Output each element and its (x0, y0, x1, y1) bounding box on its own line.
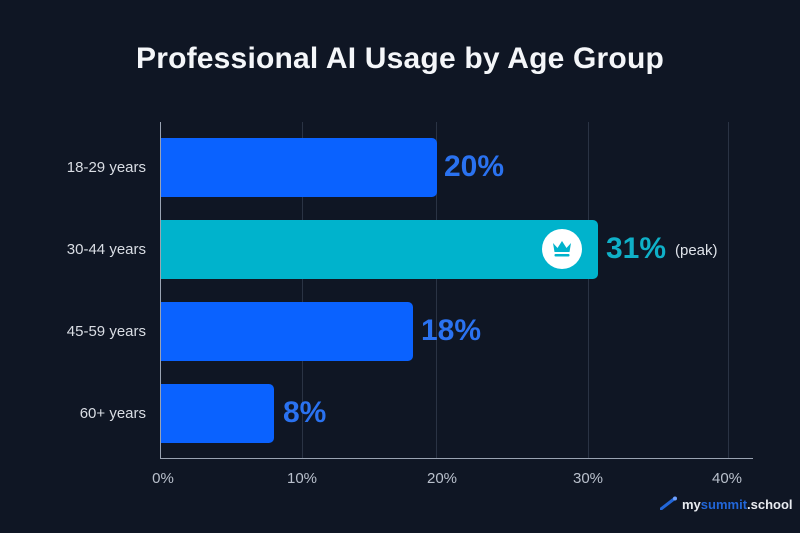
x-tick-label: 0% (152, 470, 174, 487)
gridline-40 (728, 122, 729, 458)
bar-45-59 (161, 302, 413, 361)
brand-logo: mysummit.school (659, 496, 793, 513)
peak-annotation: (peak) (675, 242, 718, 259)
value-label: 8% (283, 396, 327, 429)
x-tick-label: 20% (426, 470, 458, 487)
category-label: 60+ years (79, 405, 146, 422)
x-tick-label: 30% (572, 470, 604, 487)
category-label: 45-59 years (66, 323, 146, 340)
category-label: 18-29 years (66, 159, 146, 176)
y-axis-line (160, 122, 161, 459)
x-tick-label: 40% (711, 470, 743, 487)
bar-60-plus (161, 384, 274, 443)
gridline-30 (588, 122, 589, 458)
gridline-10 (302, 122, 303, 458)
brand-prefix: my (682, 497, 701, 512)
chart-title: Professional AI Usage by Age Group (135, 42, 665, 75)
bar-18-29 (161, 138, 437, 197)
crown-icon (542, 229, 582, 269)
brand-accent: summit (700, 497, 748, 512)
value-label: 20% (444, 150, 505, 183)
category-label: 30-44 years (66, 241, 146, 258)
value-label: 31% (606, 232, 667, 265)
telescope-icon (659, 496, 678, 513)
brand-suffix: .school (747, 497, 793, 512)
bar-30-44 (161, 220, 598, 279)
x-tick-label: 10% (286, 470, 318, 487)
gridline-20 (436, 122, 437, 458)
value-label: 18% (421, 314, 482, 347)
x-axis-line (160, 458, 753, 459)
